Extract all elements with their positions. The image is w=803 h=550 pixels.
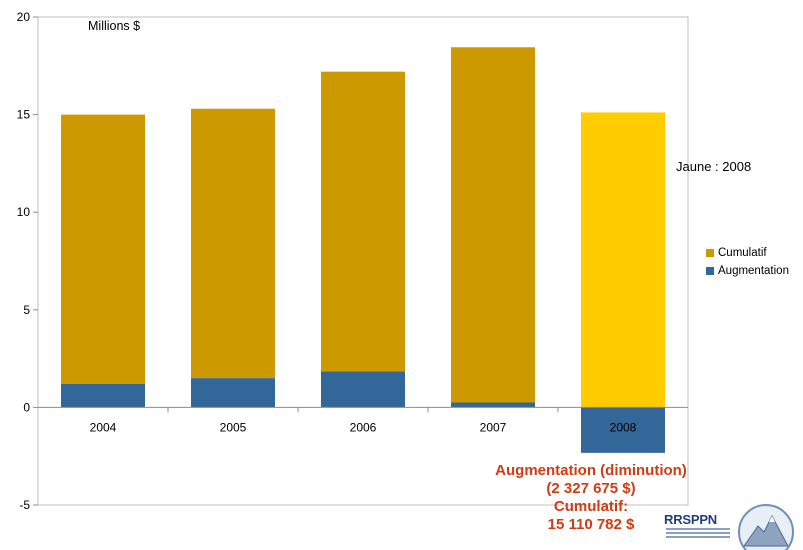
bar-augmentation-2006 <box>321 371 405 408</box>
plot-frame <box>37 16 689 506</box>
bar-augmentation-2008 <box>581 407 665 453</box>
bar-cumulatif-2005 <box>191 108 275 379</box>
y-tick-label: 10 <box>17 205 31 219</box>
mountain-emblem-icon <box>738 504 794 550</box>
logo-text: RRSPPN <box>664 512 717 527</box>
y-tick-label: 5 <box>23 303 30 317</box>
bars <box>61 47 665 453</box>
x-tick-label-2008: 2008 <box>610 420 637 434</box>
axes: -5 0 5 10 15 20 2004 2005 2006 2007 2008 <box>17 10 688 512</box>
bar-augmentation-2004 <box>61 383 145 408</box>
summary-line-4: 15 110 782 $ <box>547 516 635 533</box>
logo: RRSPPN <box>664 502 803 550</box>
bar-cumulatif-2006 <box>321 71 405 372</box>
summary-line-2: (2 327 675 $) <box>546 480 636 497</box>
legend-label-cumulatif: Cumulatif <box>718 247 767 259</box>
legend-item-cumulatif: Cumulatif <box>706 244 789 262</box>
bar-cumulatif-2007 <box>451 47 535 403</box>
y-tick-label: -5 <box>19 498 30 512</box>
summary-line-3: Cumulatif: <box>553 498 629 515</box>
legend-swatch-augmentation <box>706 267 714 275</box>
legend-swatch-cumulatif <box>706 249 714 257</box>
bar-augmentation-2007 <box>451 402 535 408</box>
summary-line-1: Augmentation (diminution) <box>495 462 687 479</box>
unit-label: Millions $ <box>88 19 141 33</box>
x-tick-label-2004: 2004 <box>90 420 117 434</box>
x-tick-label-2007: 2007 <box>480 420 507 434</box>
legend-item-augmentation: Augmentation <box>706 262 789 280</box>
plot-border <box>37 16 689 506</box>
x-tick-label-2005: 2005 <box>220 420 247 434</box>
bar-cumulatif-2008 <box>581 112 665 408</box>
y-tick-label: 20 <box>17 10 31 24</box>
logo-tagline-lines <box>666 528 730 542</box>
bar-augmentation-2005 <box>191 378 275 408</box>
legend: Cumulatif Augmentation <box>706 244 789 280</box>
summary-annotation: Augmentation (diminution) (2 327 675 $) … <box>460 462 722 534</box>
legend-label-augmentation: Augmentation <box>718 265 789 277</box>
y-tick-label: 0 <box>23 400 30 414</box>
x-tick-label-2006: 2006 <box>350 420 377 434</box>
year-annotation: Jaune : 2008 <box>676 159 752 174</box>
y-tick-label: 15 <box>17 108 31 122</box>
bar-cumulatif-2004 <box>61 114 145 384</box>
